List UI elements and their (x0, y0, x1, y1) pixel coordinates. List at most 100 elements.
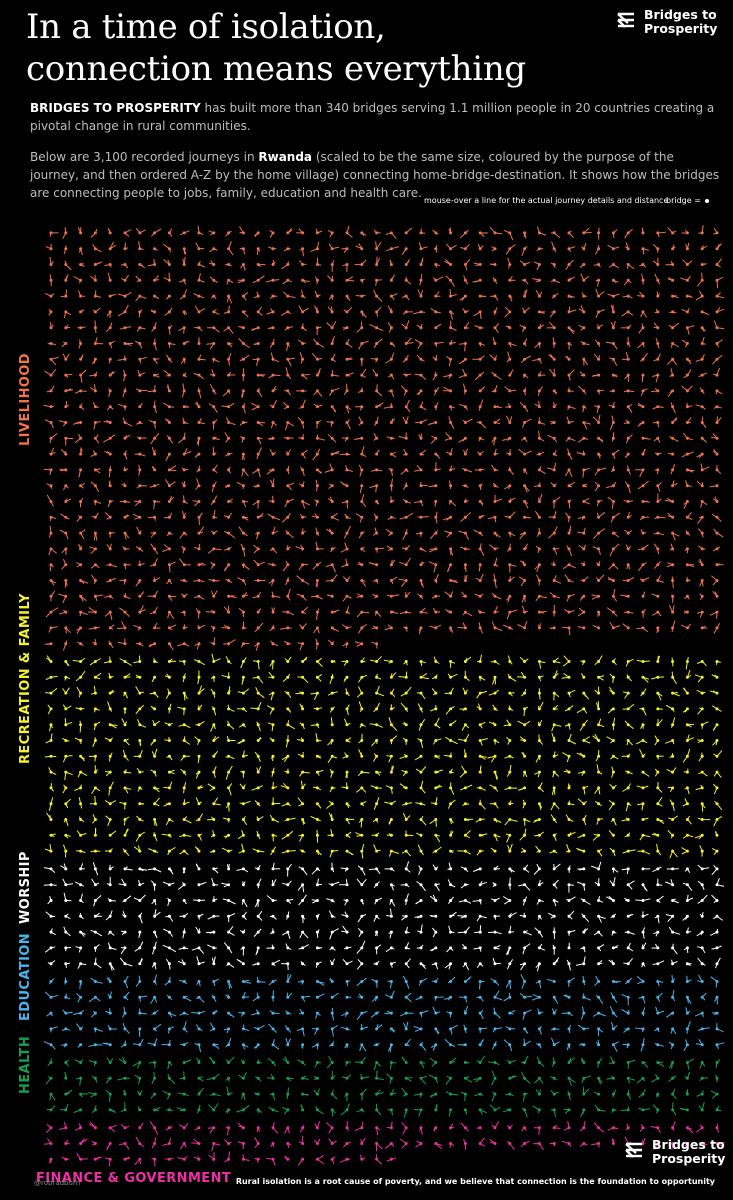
journey-glyph[interactable] (49, 256, 54, 266)
journey-glyph[interactable] (212, 447, 217, 456)
journey-glyph[interactable] (153, 500, 161, 510)
journey-glyph[interactable] (592, 733, 601, 742)
journey-glyph[interactable] (458, 357, 467, 365)
journey-glyph[interactable] (195, 797, 202, 806)
journey-glyph[interactable] (550, 262, 556, 269)
journey-glyph[interactable] (521, 594, 527, 603)
journey-line[interactable] (239, 800, 251, 805)
journey-glyph[interactable] (153, 275, 160, 282)
journey-glyph[interactable] (357, 561, 364, 567)
journey-glyph[interactable] (478, 754, 487, 760)
journey-line[interactable] (609, 621, 621, 629)
journey-glyph[interactable] (433, 656, 440, 664)
journey-glyph[interactable] (197, 685, 205, 695)
journey-glyph[interactable] (445, 705, 455, 715)
journey-glyph[interactable] (167, 769, 175, 775)
journey-glyph[interactable] (503, 719, 512, 727)
journey-glyph[interactable] (212, 797, 221, 806)
journey-glyph[interactable] (330, 260, 335, 272)
journey-glyph[interactable] (78, 797, 83, 809)
journey-glyph[interactable] (180, 768, 187, 776)
journey-glyph[interactable] (342, 752, 349, 759)
journey-glyph[interactable] (221, 402, 235, 409)
journey-glyph[interactable] (636, 785, 649, 790)
journey-glyph[interactable] (44, 419, 54, 429)
journey-glyph[interactable] (193, 594, 205, 600)
journey-glyph[interactable] (669, 368, 675, 377)
journey-glyph[interactable] (358, 733, 364, 744)
journey-glyph[interactable] (241, 515, 249, 521)
journey-glyph[interactable] (79, 529, 86, 540)
journey-glyph[interactable] (375, 402, 384, 409)
journey-glyph[interactable] (64, 770, 73, 780)
journey-glyph[interactable] (564, 705, 574, 712)
journey-glyph[interactable] (49, 447, 56, 456)
journey-glyph[interactable] (505, 403, 512, 409)
journey-glyph[interactable] (330, 405, 337, 413)
journey-glyph[interactable] (685, 325, 695, 335)
journey-glyph[interactable] (330, 547, 336, 553)
journey-glyph[interactable] (640, 688, 647, 697)
journey-glyph[interactable] (151, 447, 157, 456)
journey-glyph[interactable] (578, 324, 586, 331)
journey-glyph[interactable] (651, 593, 660, 598)
journey-glyph[interactable] (358, 340, 369, 350)
journey-glyph[interactable] (135, 227, 146, 235)
journey-glyph[interactable] (698, 225, 704, 235)
journey-glyph[interactable] (224, 452, 233, 457)
journey-glyph[interactable] (459, 707, 468, 712)
journey-glyph[interactable] (76, 515, 83, 523)
journey-glyph[interactable] (696, 480, 704, 488)
journey-glyph[interactable] (226, 278, 234, 285)
journey-glyph[interactable] (715, 339, 723, 348)
journey-glyph[interactable] (491, 436, 497, 446)
journey-glyph[interactable] (286, 707, 292, 713)
journey-glyph[interactable] (192, 500, 201, 507)
journey-glyph[interactable] (286, 720, 295, 730)
journey-glyph[interactable] (237, 707, 248, 713)
journey-glyph[interactable] (267, 513, 281, 521)
journey-glyph[interactable] (47, 704, 53, 715)
journey-glyph[interactable] (78, 543, 83, 551)
journey-glyph[interactable] (280, 310, 292, 316)
journey-glyph[interactable] (582, 483, 588, 488)
journey-glyph[interactable] (670, 464, 676, 475)
journey-glyph[interactable] (358, 701, 364, 713)
journey-glyph[interactable] (611, 373, 618, 378)
journey-glyph[interactable] (163, 402, 175, 409)
journey-glyph[interactable] (208, 579, 220, 582)
journey-glyph[interactable] (418, 626, 423, 635)
journey-glyph[interactable] (434, 263, 440, 268)
journey-glyph[interactable] (358, 531, 365, 539)
journey-glyph[interactable] (330, 609, 340, 614)
journey-glyph[interactable] (327, 496, 334, 503)
journey-glyph[interactable] (492, 277, 498, 285)
journey-glyph[interactable] (683, 369, 692, 379)
journey-glyph[interactable] (90, 228, 98, 238)
journey-glyph[interactable] (448, 416, 455, 430)
journey-glyph[interactable] (430, 797, 438, 806)
journey-glyph[interactable] (256, 421, 266, 427)
journey-glyph[interactable] (342, 624, 352, 630)
journey-glyph[interactable] (283, 247, 291, 252)
journey-glyph[interactable] (504, 306, 512, 318)
journey-glyph[interactable] (153, 797, 160, 807)
journey-line[interactable] (635, 469, 644, 478)
journey-glyph[interactable] (622, 623, 630, 630)
journey-glyph[interactable] (59, 529, 69, 540)
journey-glyph[interactable] (59, 609, 68, 615)
journey-glyph[interactable] (108, 723, 118, 729)
journey-line[interactable] (195, 478, 200, 491)
journey-glyph[interactable] (626, 674, 632, 682)
journey-glyph[interactable] (535, 594, 547, 602)
journey-glyph[interactable] (715, 416, 722, 425)
journey-glyph[interactable] (478, 399, 484, 411)
journey-glyph[interactable] (167, 324, 173, 335)
journey-glyph[interactable] (266, 705, 275, 715)
journey-glyph[interactable] (282, 291, 296, 299)
journey-glyph[interactable] (343, 383, 349, 396)
journey-line[interactable] (354, 259, 367, 266)
journey-line[interactable] (472, 355, 485, 360)
journey-glyph[interactable] (713, 320, 725, 330)
journey-glyph[interactable] (135, 642, 144, 647)
